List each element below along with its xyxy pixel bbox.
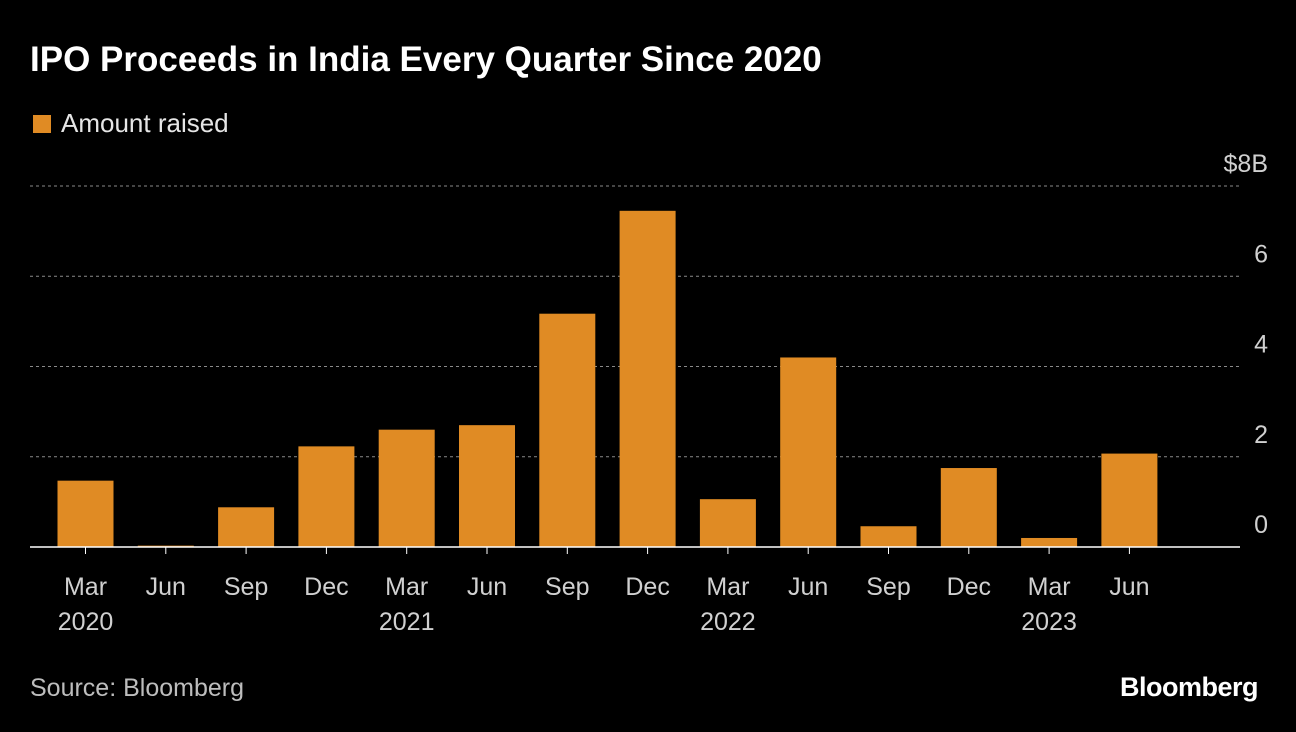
x-tick-label: Sep [866, 573, 910, 601]
x-tick-label: Mar [64, 573, 107, 601]
bar [940, 468, 997, 547]
legend: Amount raised [33, 108, 229, 139]
x-tick-label: Dec [947, 573, 991, 601]
bloomberg-logo: Bloomberg [1119, 672, 1259, 702]
x-tick-label: Sep [545, 573, 589, 601]
bar-chart: $8B 6 4 2 0 Mar 2020 Jun Sep Dec Mar 2021 Jun Sep Dec M… [30, 150, 1268, 636]
y-tick-label: 0 [1254, 511, 1268, 539]
bar [218, 507, 275, 547]
x-tick-label: Mar [706, 573, 749, 601]
bar [1101, 453, 1158, 547]
y-tick-label: 6 [1254, 240, 1268, 268]
bar [459, 425, 515, 547]
x-year-label: 2021 [379, 608, 435, 636]
source-note: Source: Bloomberg [30, 674, 245, 702]
chart-title: IPO Proceeds in India Every Quarter Sinc… [30, 40, 822, 79]
x-tick-label: Sep [224, 573, 268, 601]
bar [780, 357, 837, 547]
x-tick-label: Jun [1109, 573, 1149, 601]
x-tick-label: Jun [146, 573, 186, 601]
y-tick-label: 4 [1254, 331, 1268, 359]
bar [619, 210, 676, 547]
bar [699, 499, 756, 547]
x-tick-label: Dec [304, 573, 348, 601]
x-tick-label: Dec [625, 573, 669, 601]
x-tick-label: Mar [385, 573, 428, 601]
x-tick-label: Jun [467, 573, 507, 601]
bar [378, 429, 435, 547]
x-tick-label: Jun [788, 573, 828, 601]
x-year-label: 2022 [700, 608, 756, 636]
bar [539, 313, 596, 547]
y-tick-label: $8B [1224, 150, 1268, 178]
legend-swatch [33, 114, 51, 133]
x-year-label: 2020 [58, 608, 114, 636]
bar [298, 446, 355, 547]
bar [860, 526, 917, 547]
x-year-label: 2023 [1021, 608, 1077, 636]
bar [57, 480, 114, 547]
legend-label: Amount raised [61, 108, 229, 138]
bar [1021, 537, 1078, 547]
x-tick-label: Mar [1028, 573, 1071, 601]
y-tick-label: 2 [1254, 421, 1268, 449]
